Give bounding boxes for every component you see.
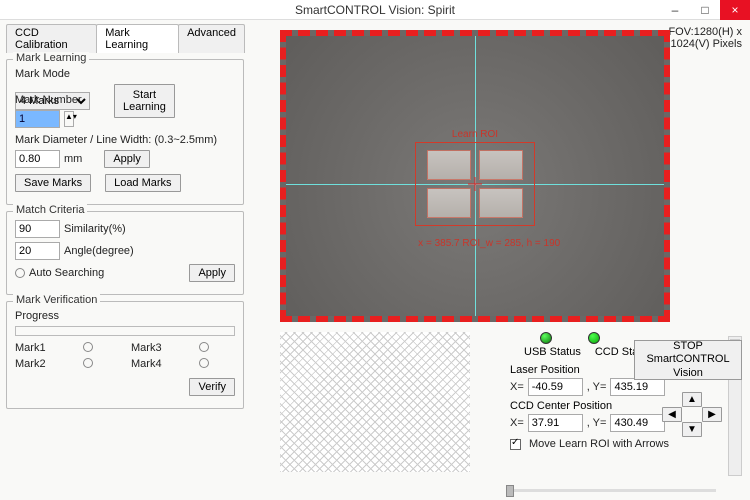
- save-marks-button[interactable]: Save Marks: [15, 174, 91, 192]
- mm-label: mm: [64, 153, 82, 165]
- fov-label: FOV:1280(H) x 1024(V) Pixels: [668, 26, 742, 50]
- start-learning-button[interactable]: Start Learning: [114, 84, 175, 118]
- fov-line2: 1024(V) Pixels: [668, 38, 742, 50]
- horizontal-slider[interactable]: [506, 489, 716, 492]
- mark2-radio[interactable]: [83, 358, 93, 368]
- thumbnail-area: [280, 332, 470, 472]
- criteria-apply-button[interactable]: Apply: [189, 264, 235, 282]
- mark-square: [479, 150, 523, 180]
- mark-mode-label: Mark Mode: [15, 68, 70, 80]
- progress-bar: [15, 326, 235, 336]
- similarity-input[interactable]: [15, 220, 60, 238]
- move-roi-label: Move Learn ROI with Arrows: [529, 438, 669, 450]
- group-verification: Mark Verification Progress Mark1 Mark3 M…: [6, 301, 244, 409]
- ccd-status-led: [588, 332, 600, 344]
- ccd-y-input[interactable]: [610, 414, 665, 432]
- mark4-radio[interactable]: [199, 358, 209, 368]
- x-label2: X=: [510, 417, 524, 429]
- group-legend-match: Match Criteria: [13, 204, 87, 216]
- group-legend: Mark Learning: [13, 52, 89, 64]
- roi-coords-text: x = 385.7 ROI_w = 285, h = 190: [418, 238, 560, 249]
- window-controls: – □ ×: [660, 0, 750, 20]
- y-label2: , Y=: [587, 417, 607, 429]
- mark3-label: Mark3: [131, 342, 187, 354]
- dpad: ▲ ◀ ▶ ▼: [662, 392, 722, 437]
- ccd-x-input[interactable]: [528, 414, 583, 432]
- y-label: , Y=: [587, 381, 607, 393]
- laser-x-input[interactable]: [528, 378, 583, 396]
- mark1-label: Mark1: [15, 342, 71, 354]
- mark-number-input[interactable]: [15, 110, 60, 128]
- angle-label: Angle(degree): [64, 245, 134, 257]
- close-button[interactable]: ×: [720, 0, 750, 20]
- dpad-left-button[interactable]: ◀: [662, 407, 682, 422]
- tab-bar: CCD Calibration Mark Learning Advanced: [6, 24, 244, 53]
- tab-advanced[interactable]: Advanced: [178, 24, 245, 53]
- roi-label: Learn ROI: [452, 129, 498, 140]
- mark-square: [427, 150, 471, 180]
- titlebar: SmartCONTROL Vision: Spirit – □ ×: [0, 0, 750, 20]
- usb-status-led: [540, 332, 552, 344]
- left-panel: CCD Calibration Mark Learning Advanced M…: [0, 20, 250, 500]
- minimize-button[interactable]: –: [660, 0, 690, 20]
- group-legend-verif: Mark Verification: [13, 294, 100, 306]
- diameter-input[interactable]: [15, 150, 60, 168]
- mark-number-label: Mark Number: [15, 94, 82, 106]
- x-label: X=: [510, 381, 524, 393]
- window-title: SmartCONTROL Vision: Spirit: [295, 3, 455, 17]
- maximize-button[interactable]: □: [690, 0, 720, 20]
- number-stepper[interactable]: ▲▾: [64, 111, 74, 127]
- right-panel: FOV:1280(H) x 1024(V) Pixels Learn ROI x…: [250, 20, 750, 500]
- mark4-label: Mark4: [131, 358, 187, 370]
- angle-input[interactable]: [15, 242, 60, 260]
- load-marks-button[interactable]: Load Marks: [105, 174, 180, 192]
- group-mark-learning: Mark Learning Mark Mode 4 Marks Start Le…: [6, 59, 244, 205]
- mark3-radio[interactable]: [199, 342, 209, 352]
- center-cross-icon: [468, 177, 482, 191]
- auto-search-radio[interactable]: [15, 268, 25, 278]
- dpad-down-button[interactable]: ▼: [682, 422, 702, 437]
- verify-button[interactable]: Verify: [189, 378, 235, 396]
- dpad-up-button[interactable]: ▲: [682, 392, 702, 407]
- auto-search-label: Auto Searching: [29, 267, 104, 279]
- group-match-criteria: Match Criteria Similarity(%) Angle(degre…: [6, 211, 244, 295]
- fov-line1: FOV:1280(H) x: [668, 26, 742, 38]
- tab-mark-learning[interactable]: Mark Learning: [96, 24, 179, 53]
- move-roi-checkbox[interactable]: [510, 439, 521, 450]
- mark-square: [479, 188, 523, 218]
- dpad-right-button[interactable]: ▶: [702, 407, 722, 422]
- usb-status-label: USB Status: [524, 346, 581, 358]
- mark1-radio[interactable]: [83, 342, 93, 352]
- mark2-label: Mark2: [15, 358, 71, 370]
- tab-ccd-calibration[interactable]: CCD Calibration: [6, 24, 97, 53]
- progress-label: Progress: [15, 310, 59, 322]
- diameter-label: Mark Diameter / Line Width: (0.3~2.5mm): [15, 134, 217, 146]
- stop-button[interactable]: STOP SmartCONTROL Vision: [634, 340, 742, 380]
- similarity-label: Similarity(%): [64, 223, 126, 235]
- mark-square: [427, 188, 471, 218]
- laser-y-input[interactable]: [610, 378, 665, 396]
- camera-view[interactable]: Learn ROI x = 385.7 ROI_w = 285, h = 190: [280, 30, 670, 322]
- diameter-apply-button[interactable]: Apply: [104, 150, 150, 168]
